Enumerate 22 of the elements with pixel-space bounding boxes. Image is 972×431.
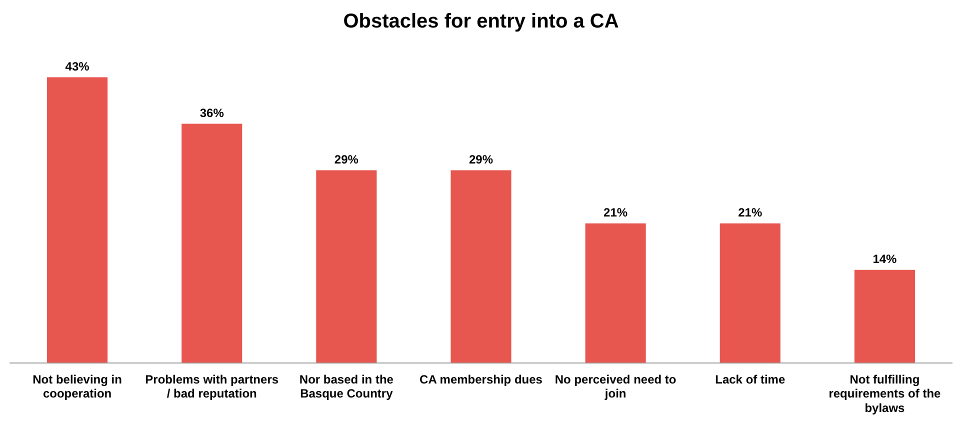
- x-tick-label: CA membership dues: [420, 372, 543, 386]
- x-tick-label: Lack of time: [715, 372, 786, 386]
- bar: [182, 124, 242, 363]
- x-tick-label: Not fulfilling requirements of the bylaws: [828, 372, 942, 416]
- bar: [47, 77, 108, 363]
- data-label: 36%: [200, 106, 224, 120]
- bar: [854, 270, 915, 363]
- bar: [316, 170, 377, 363]
- bar: [450, 170, 512, 363]
- chart-title: Obstacles for entry into a CA: [343, 10, 619, 33]
- data-label: 14%: [872, 252, 898, 266]
- data-label: 29%: [468, 152, 494, 167]
- data-label: 21%: [604, 206, 628, 220]
- bar: [585, 223, 646, 363]
- data-label: 43%: [65, 60, 90, 74]
- data-label: 21%: [738, 206, 762, 220]
- bar: [720, 223, 780, 363]
- x-tick-label: Not believing in cooperation: [32, 372, 122, 401]
- x-tick-label: No perceived need to join: [554, 372, 676, 401]
- x-tick-label: Nor based in the Basque Country: [299, 372, 394, 401]
- data-label: 29%: [334, 152, 359, 167]
- x-tick-label: Problems with partners / bad reputation: [145, 372, 279, 401]
